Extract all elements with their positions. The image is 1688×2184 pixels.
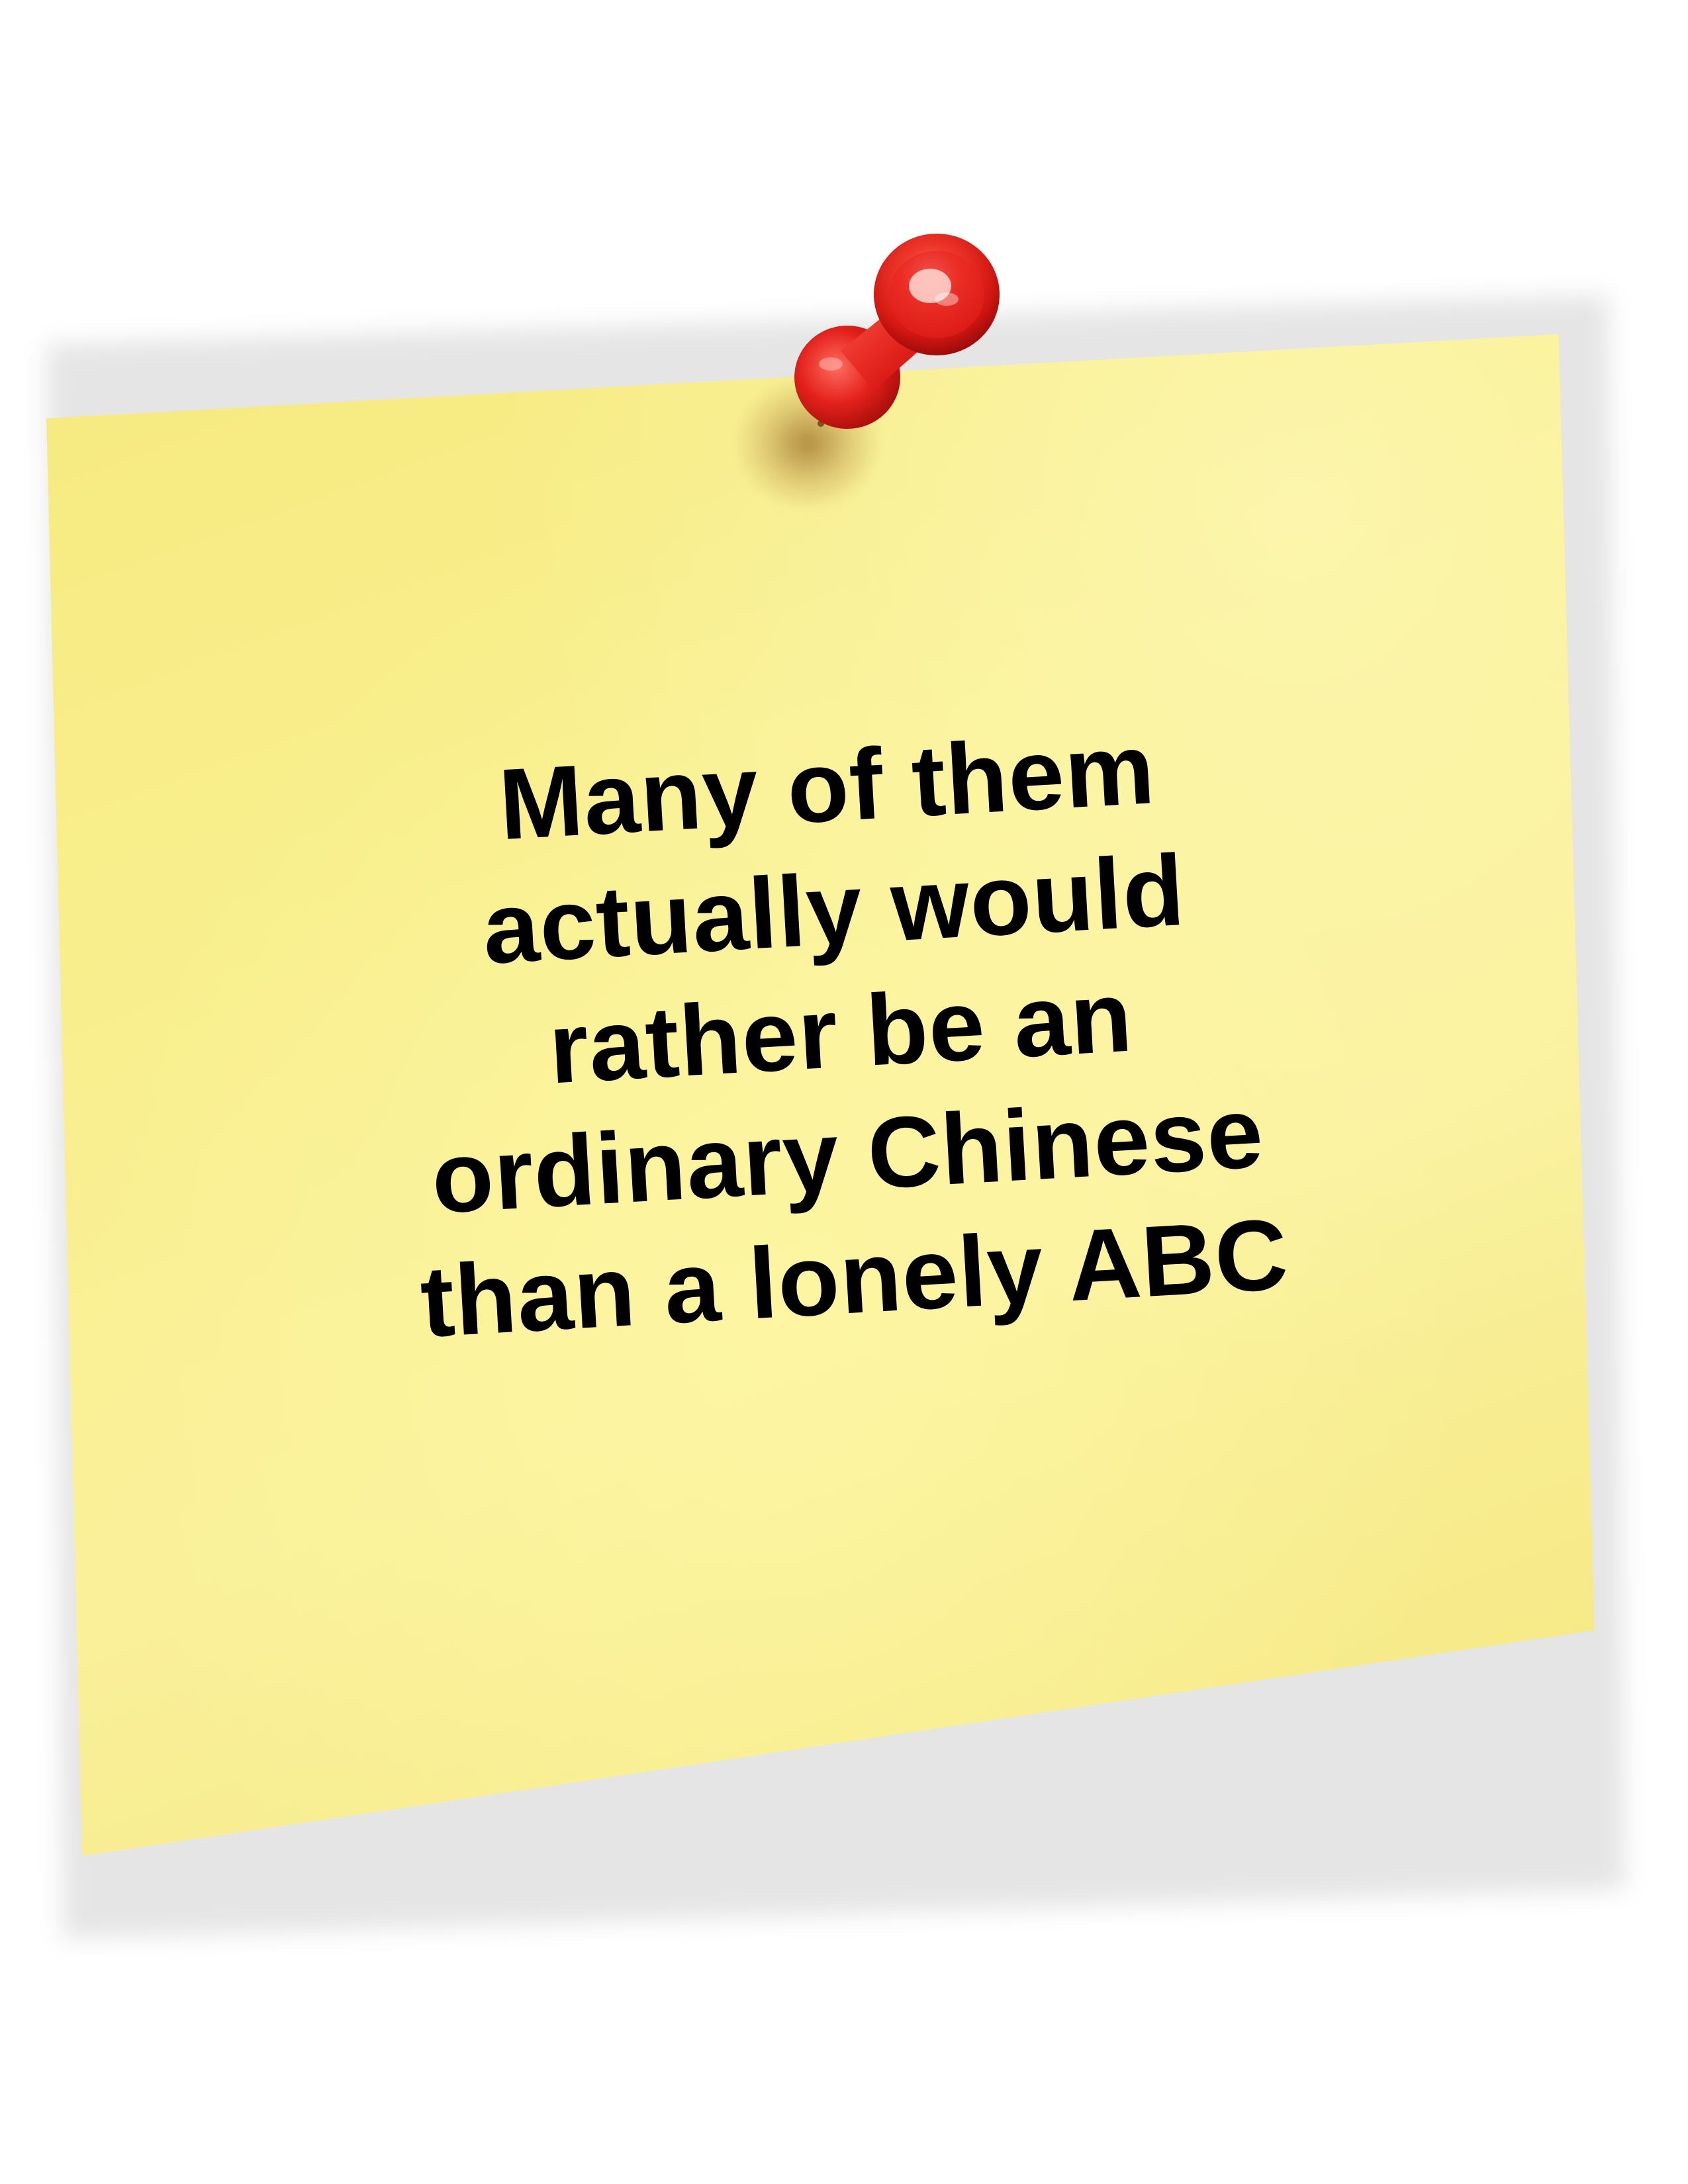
sticky-note <box>46 334 1595 1856</box>
note-message: Many of them actually would rather be an… <box>261 694 1419 1371</box>
pushpin-icon <box>794 234 1000 429</box>
